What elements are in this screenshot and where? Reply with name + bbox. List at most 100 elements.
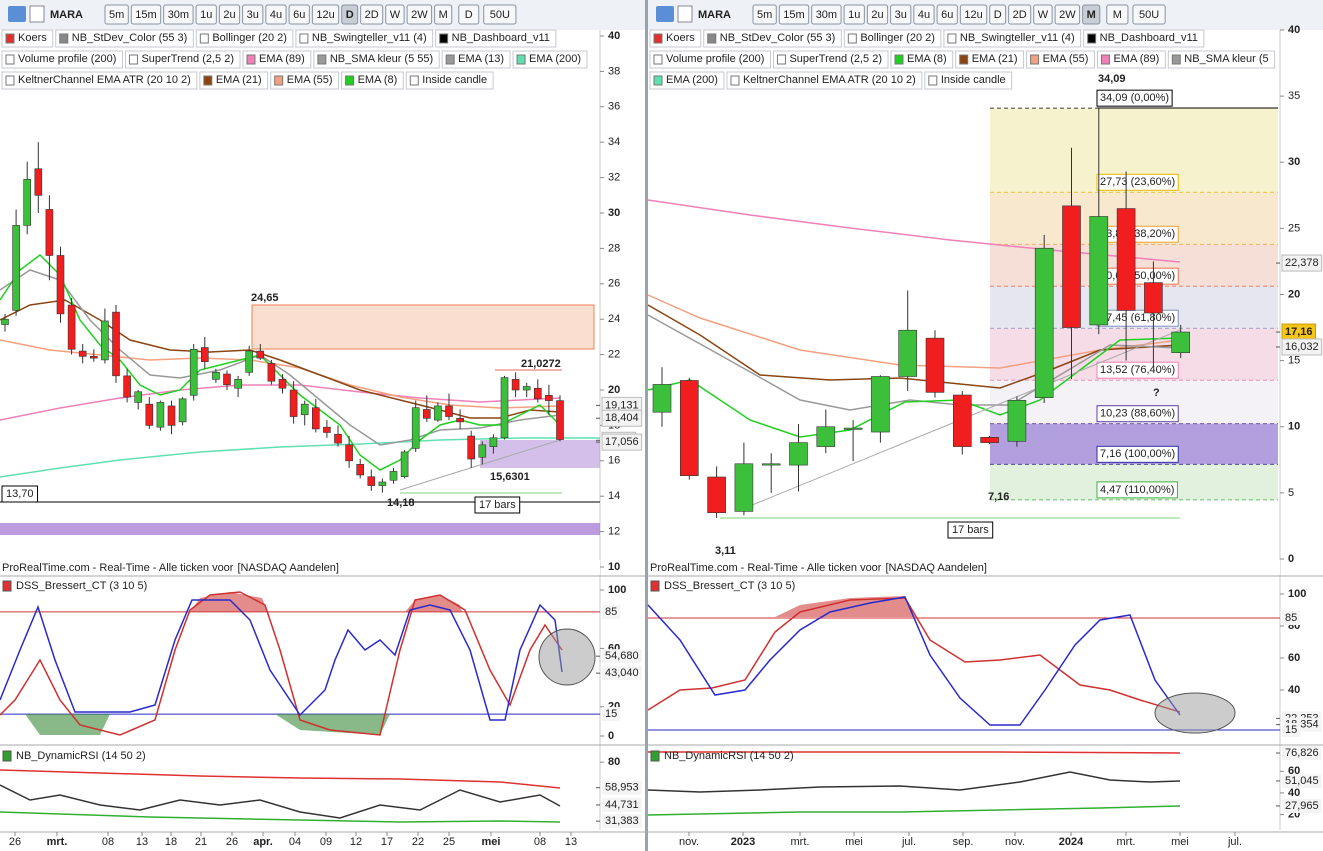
- units-dropdown-bg[interactable]: [1132, 4, 1166, 25]
- timeframe-button-bg[interactable]: [406, 4, 433, 25]
- timeframe-button-bg[interactable]: [218, 4, 241, 25]
- timeframe-button[interactable]: 4u: [270, 9, 282, 21]
- indicator-legend[interactable]: Volume profile (200): [666, 53, 764, 65]
- indicator-legend[interactable]: NB_SMA kleur (5 55): [330, 53, 433, 65]
- timeframe-button-bg[interactable]: [385, 4, 405, 25]
- timeframe-button[interactable]: 30m: [168, 9, 189, 21]
- timeframe-button-bg[interactable]: [890, 4, 912, 25]
- timeframe-button[interactable]: 5m: [109, 9, 124, 21]
- timeframe-button[interactable]: 2u: [223, 9, 235, 21]
- timeframe-button[interactable]: 2W: [1059, 9, 1076, 21]
- timeframe-button-bg[interactable]: [360, 4, 384, 25]
- timeframe-button[interactable]: 2u: [871, 9, 883, 21]
- indicator-legend[interactable]: EMA (89): [1113, 53, 1159, 65]
- indicator-legend[interactable]: NB_Swingteller_v11 (4): [960, 32, 1075, 44]
- legend-item-bg[interactable]: [341, 71, 404, 90]
- timeframe-button[interactable]: 6u: [293, 9, 305, 21]
- legend-item-bg[interactable]: [649, 29, 702, 48]
- timeframe-button[interactable]: W: [390, 9, 401, 21]
- timeframe-button-bg[interactable]: [1054, 4, 1081, 25]
- legend-item-bg[interactable]: [924, 71, 1013, 90]
- indicator-legend[interactable]: Bollinger (20 2): [860, 32, 935, 44]
- period-dropdown-bg[interactable]: [458, 4, 480, 25]
- legend-item-bg[interactable]: [890, 50, 954, 69]
- timeframe-button-bg[interactable]: [936, 4, 958, 25]
- legend-item-bg[interactable]: [649, 50, 771, 69]
- timeframe-button-bg[interactable]: [265, 4, 287, 25]
- timeframe-button-bg[interactable]: [341, 4, 359, 25]
- legend-item-bg[interactable]: [313, 50, 440, 69]
- indicator-legend[interactable]: NB_StDev_Color (55 3): [72, 32, 188, 44]
- timeframe-button-bg[interactable]: [242, 4, 264, 25]
- legend-item-bg[interactable]: [1096, 50, 1166, 69]
- legend-item-bg[interactable]: [270, 71, 340, 90]
- indicator-legend[interactable]: EMA (200): [529, 53, 581, 65]
- legend-item-bg[interactable]: [1, 29, 54, 48]
- timeframe-button-bg[interactable]: [434, 4, 453, 25]
- units-dropdown[interactable]: 50U: [490, 9, 510, 21]
- legend-item-bg[interactable]: [55, 29, 194, 48]
- indicator-legend[interactable]: EMA (55): [287, 74, 333, 86]
- units-dropdown[interactable]: 50U: [1139, 9, 1159, 21]
- timeframe-button[interactable]: D: [994, 9, 1002, 21]
- timeframe-button[interactable]: W: [1038, 9, 1049, 21]
- timeframe-button[interactable]: 12u: [316, 9, 334, 21]
- timeframe-button[interactable]: 3u: [247, 9, 259, 21]
- timeframe-button-bg[interactable]: [163, 4, 194, 25]
- timeframe-button-bg[interactable]: [866, 4, 889, 25]
- timeframe-button-bg[interactable]: [778, 4, 810, 25]
- indicator-legend[interactable]: Inside candle: [941, 74, 1006, 86]
- legend-item-bg[interactable]: [649, 71, 725, 90]
- timeframe-button[interactable]: 1u: [200, 9, 212, 21]
- indicator-legend[interactable]: KeltnerChannel EMA ATR (20 10 2): [18, 74, 191, 86]
- timeframe-button-bg[interactable]: [811, 4, 842, 25]
- indicator-legend[interactable]: Inside candle: [422, 74, 487, 86]
- timeframe-button-bg[interactable]: [989, 4, 1007, 25]
- indicator-legend[interactable]: Koers: [18, 32, 47, 44]
- legend-item-bg[interactable]: [512, 50, 588, 69]
- timeframe-button-bg[interactable]: [311, 4, 340, 25]
- indicator-title[interactable]: DSS_Bressert_CT (3 10 5): [664, 580, 795, 592]
- timeframe-button[interactable]: 3u: [895, 9, 907, 21]
- legend-item-bg[interactable]: [1167, 50, 1276, 69]
- indicator-title[interactable]: NB_DynamicRSI (14 50 2): [16, 750, 146, 762]
- timeframe-button[interactable]: 1u: [848, 9, 860, 21]
- legend-item-bg[interactable]: [242, 50, 312, 69]
- indicator-title[interactable]: DSS_Bressert_CT (3 10 5): [16, 580, 147, 592]
- legend-item-bg[interactable]: [1026, 50, 1095, 69]
- period-dropdown[interactable]: D: [465, 9, 473, 21]
- timeframe-button[interactable]: 2D: [365, 9, 379, 21]
- indicator-legend[interactable]: EMA (89): [259, 53, 305, 65]
- units-dropdown-bg[interactable]: [483, 4, 517, 25]
- timeframe-button[interactable]: 6u: [941, 9, 953, 21]
- indicator-legend[interactable]: NB_SMA kleur (5: [1184, 53, 1268, 65]
- legend-item-bg[interactable]: [435, 29, 557, 48]
- legend-item-bg[interactable]: [295, 29, 434, 48]
- timeframe-button-bg[interactable]: [752, 4, 777, 25]
- indicator-legend[interactable]: EMA (55): [1043, 53, 1089, 65]
- indicator-legend[interactable]: NB_Dashboard_v11: [1100, 32, 1198, 44]
- indicator-legend[interactable]: NB_StDev_Color (55 3): [720, 32, 836, 44]
- timeframe-button[interactable]: M: [1087, 9, 1096, 21]
- indicator-title[interactable]: NB_DynamicRSI (14 50 2): [664, 750, 794, 762]
- timeframe-button-bg[interactable]: [288, 4, 310, 25]
- indicator-legend[interactable]: NB_Dashboard_v11: [452, 32, 550, 44]
- timeframe-button[interactable]: 2D: [1013, 9, 1027, 21]
- timeframe-button-bg[interactable]: [104, 4, 129, 25]
- timeframe-button[interactable]: 12u: [964, 9, 982, 21]
- timeframe-button[interactable]: 5m: [757, 9, 772, 21]
- legend-item-bg[interactable]: [405, 71, 494, 90]
- legend-item-bg[interactable]: [1, 71, 198, 90]
- timeframe-button-bg[interactable]: [130, 4, 162, 25]
- indicator-legend[interactable]: Bollinger (20 2): [212, 32, 287, 44]
- timeframe-button[interactable]: 15m: [135, 9, 156, 21]
- timeframe-button[interactable]: 4u: [918, 9, 930, 21]
- legend-item-bg[interactable]: [1083, 29, 1205, 48]
- timeframe-button[interactable]: 15m: [783, 9, 804, 21]
- timeframe-button[interactable]: 30m: [816, 9, 837, 21]
- legend-item-bg[interactable]: [843, 29, 942, 48]
- timeframe-button-bg[interactable]: [843, 4, 865, 25]
- timeframe-button[interactable]: M: [439, 9, 448, 21]
- legend-item-bg[interactable]: [441, 50, 511, 69]
- period-dropdown-bg[interactable]: [1106, 4, 1129, 25]
